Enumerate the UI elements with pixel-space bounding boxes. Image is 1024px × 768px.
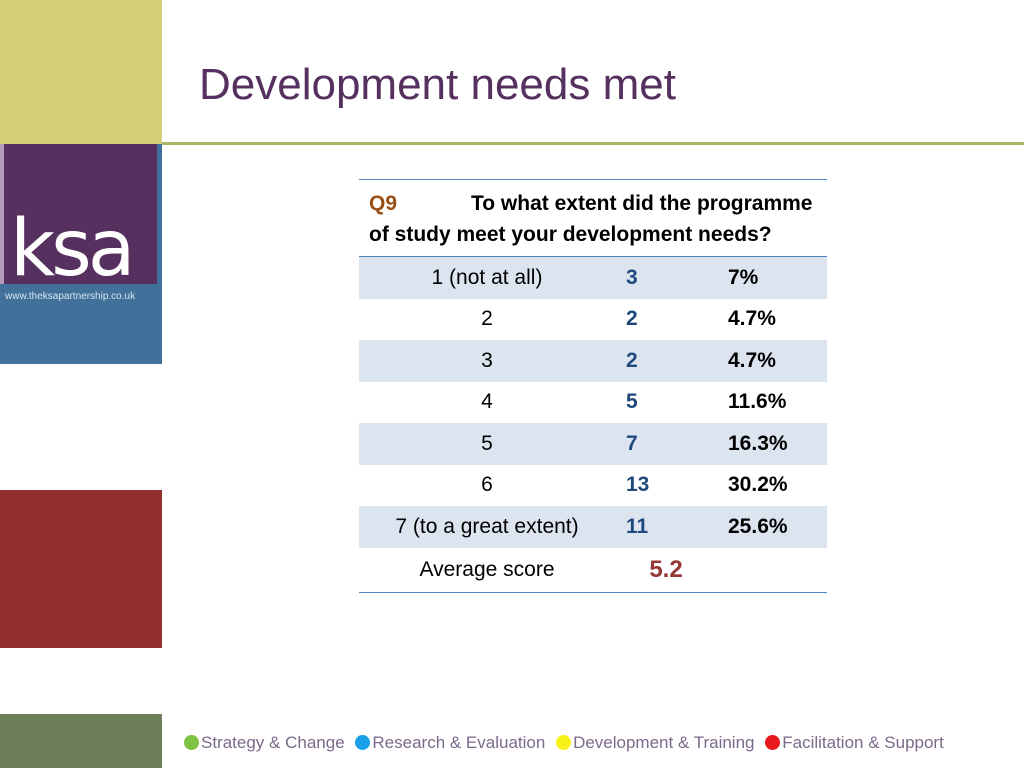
blue-dot-icon bbox=[355, 735, 371, 750]
rating-label: 7 (to a great extent) bbox=[359, 506, 615, 548]
rating-percent: 25.6% bbox=[728, 506, 827, 548]
rating-label: 2 bbox=[481, 307, 493, 331]
table-row: 6 13 30.2% bbox=[359, 465, 827, 507]
slide-title: Development needs met bbox=[199, 60, 676, 109]
rating-label: 4 bbox=[481, 390, 493, 414]
average-value-cell: 5.2 bbox=[615, 547, 827, 593]
question-number: Q9 bbox=[369, 192, 398, 215]
logo-url: www.theksapartnership.co.uk bbox=[5, 291, 136, 302]
logo-purple-panel bbox=[4, 144, 157, 216]
rating-percent: 4.7% bbox=[728, 307, 776, 331]
rating-percent: 11.6% bbox=[728, 390, 787, 414]
table-row: 1 (not at all) 3 7% bbox=[359, 256, 827, 299]
table-row: 3 2 4.7% bbox=[359, 340, 827, 382]
footer-label: Facilitation & Support bbox=[782, 733, 944, 752]
table-row: 2 2 4.7% bbox=[359, 299, 827, 341]
rating-count: 5 bbox=[626, 390, 638, 414]
rating-label: 6 bbox=[481, 473, 493, 497]
rating-count: 2 bbox=[626, 307, 638, 331]
question-cell: Q9 To what extent did the programme of st… bbox=[359, 179, 827, 257]
rating-label: 5 bbox=[359, 423, 615, 465]
title-divider bbox=[162, 142, 1024, 145]
rating-label: 1 (not at all) bbox=[359, 256, 615, 299]
yellow-dot-icon bbox=[556, 735, 572, 750]
red-dot-icon bbox=[765, 735, 781, 750]
results-table: Q9 To what extent did the programme of st… bbox=[359, 179, 827, 593]
question-text: To what extent did the programme of stud… bbox=[369, 192, 813, 246]
logo-wordmark: ksa bbox=[10, 204, 136, 294]
rating-percent: 7% bbox=[728, 256, 827, 299]
rating-percent: 16.3% bbox=[728, 423, 827, 465]
footer-label: Strategy & Change bbox=[201, 733, 345, 752]
rating-label: 3 bbox=[359, 340, 615, 382]
rating-count: 11 bbox=[615, 506, 728, 548]
rating-percent: 30.2% bbox=[728, 473, 788, 497]
footer-label: Development & Training bbox=[573, 733, 755, 752]
footer-label: Research & Evaluation bbox=[372, 733, 546, 752]
rating-count: 2 bbox=[615, 340, 728, 382]
footer-item-strategy: Strategy & Change bbox=[184, 733, 345, 753]
sidebar-yellow-block bbox=[0, 0, 162, 144]
table-row: 4 5 11.6% bbox=[359, 382, 827, 424]
footer-practice-areas: Strategy & Change Research & Evaluation … bbox=[184, 733, 950, 753]
question-header-row: Q9 To what extent did the programme of st… bbox=[359, 179, 827, 257]
rating-count: 3 bbox=[615, 256, 728, 299]
rating-percent: 4.7% bbox=[728, 340, 827, 382]
sidebar-red-block bbox=[0, 490, 162, 648]
footer-item-facilitation: Facilitation & Support bbox=[765, 733, 944, 753]
ksa-logo: ksa www.theksapartnership.co.uk bbox=[0, 144, 162, 364]
sidebar-green-block bbox=[0, 714, 162, 768]
logo-purple-panel-lower bbox=[4, 216, 157, 284]
table-row: 7 (to a great extent) 11 25.6% bbox=[359, 506, 827, 548]
footer-item-research: Research & Evaluation bbox=[355, 733, 545, 753]
footer-item-development: Development & Training bbox=[556, 733, 755, 753]
average-value: 5.2 bbox=[649, 555, 683, 583]
rating-count: 7 bbox=[615, 423, 728, 465]
table-row: 5 7 16.3% bbox=[359, 423, 827, 465]
average-label: Average score bbox=[359, 547, 615, 593]
logo-accent-strip bbox=[0, 144, 4, 284]
average-row: Average score 5.2 bbox=[359, 547, 827, 593]
rating-count: 13 bbox=[626, 473, 650, 497]
green-dot-icon bbox=[184, 735, 199, 750]
